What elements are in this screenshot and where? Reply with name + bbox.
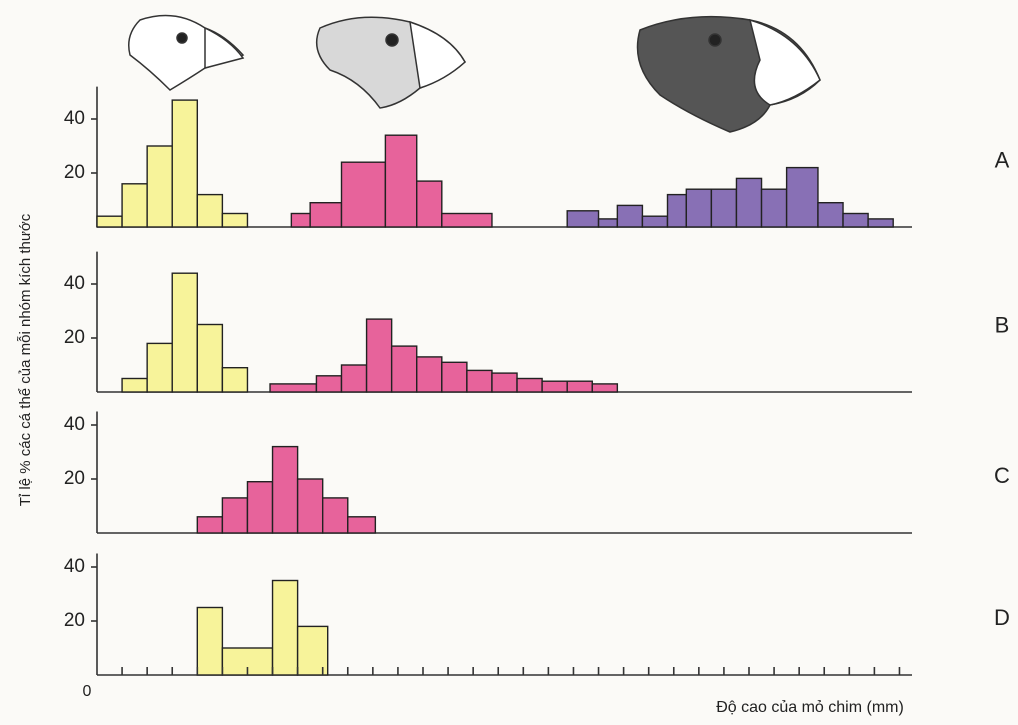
histogram-bar [517, 379, 542, 393]
histogram-bar [617, 205, 642, 227]
histogram-bar [868, 219, 893, 227]
histogram-bar [197, 325, 222, 393]
histogram-bar [97, 216, 122, 227]
histogram-bar [385, 135, 416, 227]
x-axis-title: Độ cao của mỏ chim (mm) [716, 699, 904, 716]
histogram-bar [222, 368, 247, 392]
y-tick-label: 40 [64, 414, 85, 435]
bird-heads [129, 16, 820, 133]
histogram-bar [270, 384, 316, 392]
histogram-bar [736, 178, 761, 227]
histogram-bar [197, 608, 222, 676]
histogram-bar [310, 203, 341, 227]
histogram-bar [323, 498, 348, 533]
histogram-bar [599, 219, 618, 227]
histogram-bar [147, 343, 172, 392]
histogram-bar [222, 214, 247, 228]
y-tick-label: 40 [64, 556, 85, 577]
histogram-bar [172, 273, 197, 392]
histogram-bar [147, 146, 172, 227]
y-tick-label: 20 [64, 162, 85, 183]
histogram-bar [711, 189, 736, 227]
panel-label: C [994, 463, 1010, 488]
histogram-bar [686, 189, 711, 227]
histogram-bar [122, 184, 147, 227]
histogram-bar [592, 384, 617, 392]
histogram-bar [222, 498, 247, 533]
histogram-bar [417, 181, 442, 227]
y-tick-label: 20 [64, 610, 85, 631]
panel-label: A [995, 148, 1010, 173]
panel-label: D [994, 605, 1010, 630]
histogram-bar [348, 517, 376, 533]
histogram-bar [818, 203, 843, 227]
histogram-bar [367, 319, 392, 392]
histogram-bar [417, 357, 442, 392]
histogram-bar [668, 195, 687, 227]
histogram-bar [542, 381, 567, 392]
histogram-bar [172, 100, 197, 227]
y-tick-label: 20 [64, 468, 85, 489]
histogram-bar [197, 517, 222, 533]
histogram-bar [122, 379, 147, 393]
histogram-bar [342, 162, 386, 227]
panel-label: B [995, 313, 1010, 338]
histogram-bar [492, 373, 517, 392]
histogram-bar [273, 447, 298, 533]
chart: Tỉ lệ % các cá thể của mỗi nhóm kích thư… [0, 0, 1018, 725]
histogram-bar [316, 376, 341, 392]
histogram-bar [762, 189, 787, 227]
histogram-bar [247, 482, 272, 533]
histogram-bar [467, 370, 492, 392]
y-axis-title: Tỉ lệ % các cá thể của mỗi nhóm kích thư… [17, 213, 34, 506]
histogram-bar [291, 214, 310, 228]
histogram-bar [843, 214, 868, 228]
histogram-bar [442, 214, 492, 228]
y-tick-label: 40 [64, 108, 85, 129]
histogram-bar [298, 479, 323, 533]
histogram-bar [392, 346, 417, 392]
y-tick-label: 40 [64, 273, 85, 294]
x-tick-label: 0 [83, 683, 92, 700]
histogram-bar [273, 581, 298, 676]
histogram-bar [567, 381, 592, 392]
histogram-bar [442, 362, 467, 392]
histogram-bar [197, 195, 222, 227]
histogram-bar [342, 365, 367, 392]
histogram-bar [787, 168, 818, 227]
histogram-bar [567, 211, 598, 227]
y-tick-label: 20 [64, 327, 85, 348]
histogram-bar [642, 216, 667, 227]
